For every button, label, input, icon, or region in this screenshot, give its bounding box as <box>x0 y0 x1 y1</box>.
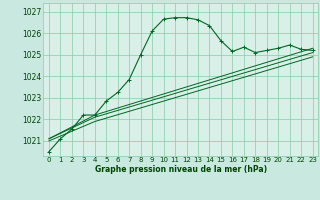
X-axis label: Graphe pression niveau de la mer (hPa): Graphe pression niveau de la mer (hPa) <box>95 165 267 174</box>
